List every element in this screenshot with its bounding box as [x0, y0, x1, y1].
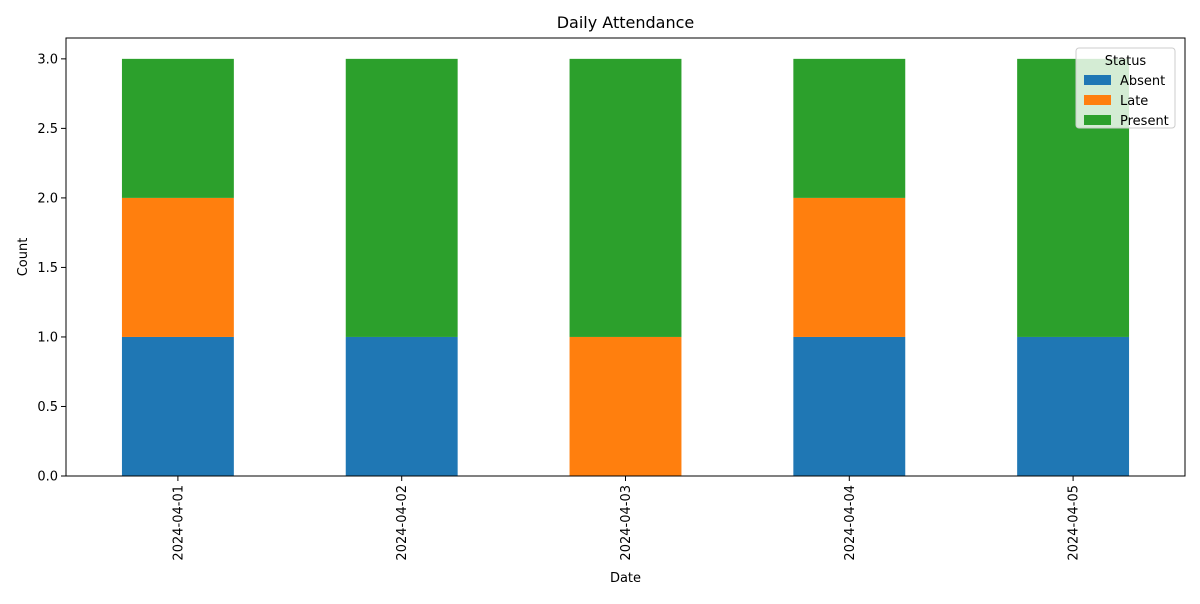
- y-tick-label: 2.0: [37, 191, 58, 206]
- bar-late-2024-04-04: [793, 197, 906, 337]
- bar-present-2024-04-02: [345, 58, 458, 337]
- x-tick-label: 2024-04-04: [843, 485, 858, 561]
- legend-label-late: Late: [1120, 94, 1148, 109]
- bar-present-2024-04-03: [569, 58, 682, 337]
- y-ticks: 0.0 0.5 1.0 1.5 2.0 2.5 3.0: [37, 52, 66, 485]
- y-tick-label: 1.5: [37, 261, 58, 276]
- bar-present-2024-04-01: [121, 58, 234, 198]
- legend-swatch-present: [1084, 115, 1111, 125]
- x-tick-label: 2024-04-03: [619, 485, 634, 561]
- legend-title: Status: [1105, 54, 1147, 69]
- y-tick-label: 0.0: [37, 470, 58, 485]
- y-axis-label: Count: [16, 238, 31, 277]
- x-axis-label: Date: [610, 571, 641, 586]
- chart-title: Daily Attendance: [557, 13, 695, 32]
- y-tick-label: 2.5: [37, 122, 58, 137]
- legend-label-absent: Absent: [1120, 74, 1165, 89]
- bar-present-2024-04-04: [793, 58, 906, 198]
- x-tick-label: 2024-04-05: [1067, 485, 1082, 561]
- x-tick-label: 2024-04-01: [171, 485, 186, 561]
- bar-absent-2024-04-02: [345, 336, 458, 476]
- x-tick-label: 2024-04-02: [395, 485, 410, 561]
- bar-late-2024-04-03: [569, 336, 682, 476]
- legend-swatch-late: [1084, 95, 1111, 105]
- bar-late-2024-04-01: [121, 197, 234, 337]
- legend: Status Absent Late Present: [1075, 47, 1176, 129]
- legend-box: [1075, 47, 1176, 129]
- y-tick-label: 0.5: [37, 400, 58, 415]
- legend-label-present: Present: [1120, 114, 1169, 129]
- x-ticks: 2024-04-01 2024-04-02 2024-04-03 2024-04-04…: [171, 476, 1082, 561]
- y-tick-label: 3.0: [37, 52, 58, 67]
- legend-items: Absent Late Present: [1084, 74, 1169, 129]
- bar-absent-2024-04-04: [793, 336, 906, 476]
- bar-absent-2024-04-05: [1017, 336, 1130, 476]
- y-tick-label: 1.0: [37, 330, 58, 345]
- legend-swatch-absent: [1084, 75, 1111, 85]
- bars-layer: [121, 58, 1130, 476]
- bar-absent-2024-04-01: [121, 336, 234, 476]
